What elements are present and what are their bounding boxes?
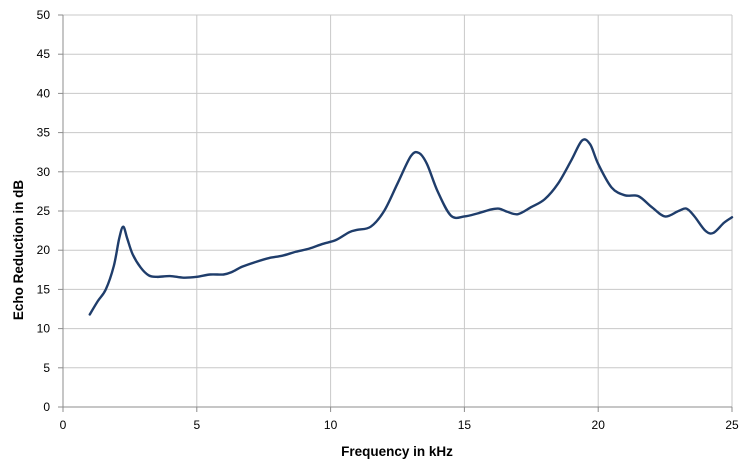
- x-tick-label: 25: [725, 418, 739, 432]
- y-tick-label: 15: [37, 282, 51, 296]
- y-tick-label: 50: [37, 8, 51, 22]
- y-tick-label: 10: [37, 322, 51, 336]
- y-tick-label: 5: [43, 361, 50, 375]
- series-layer: [88, 138, 734, 316]
- y-tick-label: 0: [43, 400, 50, 414]
- x-axis-ticks: 0 5 10 15 20 25: [60, 407, 739, 432]
- y-tick-label: 45: [37, 47, 51, 61]
- y-tick-label: 40: [37, 86, 51, 100]
- grid: [63, 14, 733, 407]
- y-axis-title: Echo Reduction in dB: [11, 180, 26, 320]
- x-tick-label: 10: [324, 418, 338, 432]
- y-tick-label: 20: [37, 243, 51, 257]
- y-axis-ticks: 0 5 10 15 20 25 30 35 40 45 50: [37, 8, 63, 414]
- x-tick-label: 5: [193, 418, 200, 432]
- y-tick-label: 30: [37, 165, 51, 179]
- x-tick-label: 0: [60, 418, 67, 432]
- series-line: [88, 138, 734, 316]
- x-tick-label: 15: [458, 418, 472, 432]
- x-tick-label: 20: [592, 418, 606, 432]
- y-tick-label: 25: [37, 204, 51, 218]
- y-tick-label: 35: [37, 126, 51, 140]
- x-axis-title: Frequency in kHz: [341, 444, 453, 459]
